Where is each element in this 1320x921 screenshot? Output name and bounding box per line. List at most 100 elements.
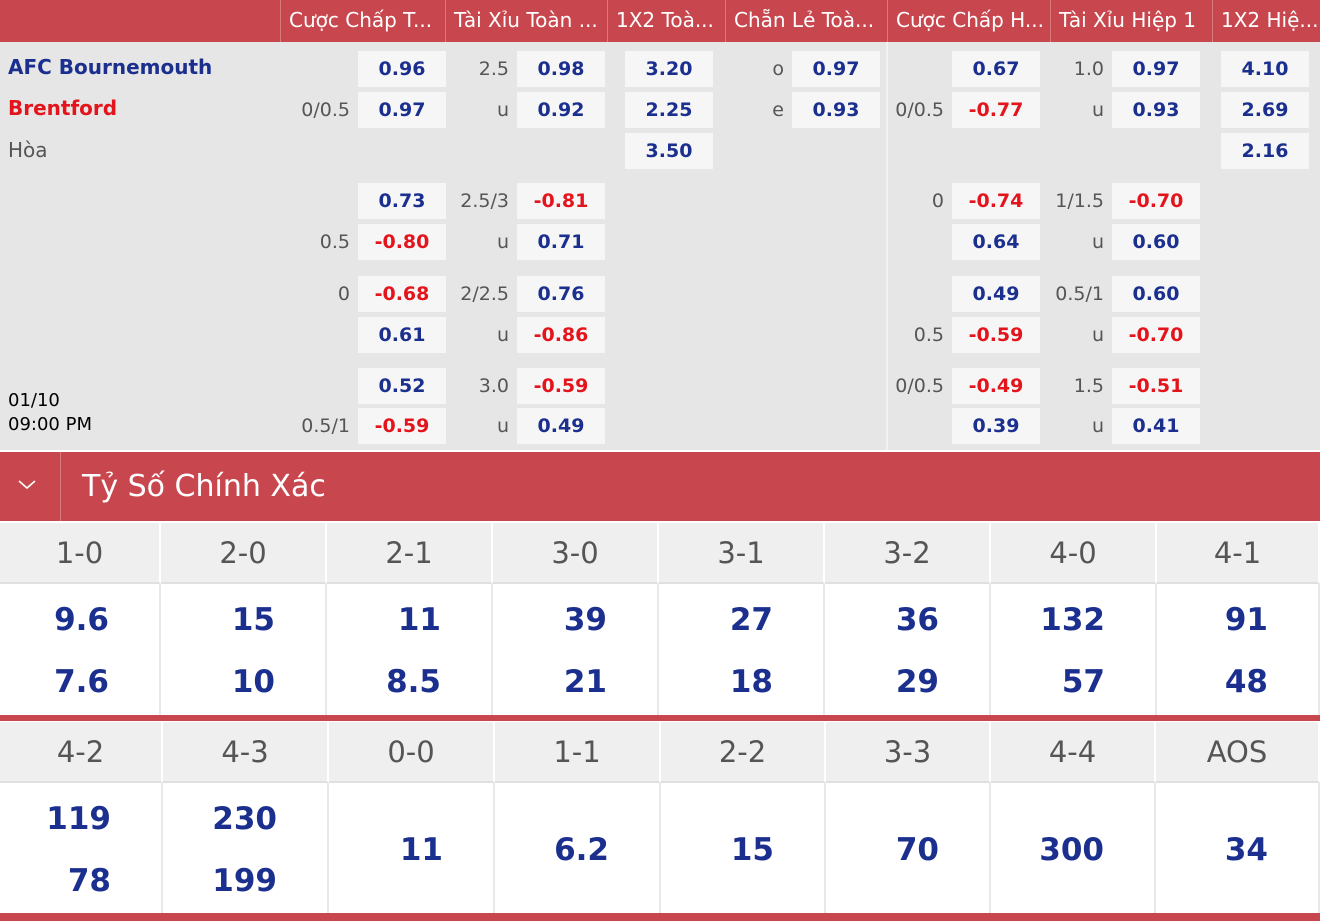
column-header[interactable]: Cược Chấp T... [280,0,445,42]
odds-cell[interactable]: 0.93 [1112,92,1200,128]
line-label: 0.5 [913,324,944,346]
score-odds[interactable]: 7.6 [54,664,109,700]
odds-cell[interactable]: 0.64 [952,224,1040,260]
score-label: 4-0 [991,523,1157,584]
score-odds[interactable]: 10 [231,664,275,700]
score-odds[interactable]: 9.6 [54,602,109,638]
chevron[interactable] [16,478,38,492]
odds-cell[interactable]: -0.80 [358,224,446,260]
score-odds[interactable]: 78 [67,863,111,899]
col-divider [823,584,825,715]
section-title: Tỷ Số Chính Xác [82,469,326,504]
score-odds[interactable]: 39 [563,602,607,638]
odds-cell[interactable]: 0.76 [517,276,605,312]
odds-cell[interactable]: -0.74 [952,183,1040,219]
odds-cell[interactable]: -0.68 [358,276,446,312]
col-divider [1154,783,1156,913]
column-header[interactable]: Tài Xỉu Hiệp 1 [1050,0,1212,42]
score-label: AOS [1156,722,1320,783]
score-label: 4-1 [1157,523,1320,584]
score-odds[interactable]: 300 [1039,832,1104,868]
score-odds[interactable]: 119 [46,801,111,837]
score-odds[interactable]: 11 [397,602,441,638]
score-odds[interactable]: 70 [895,832,939,868]
odds-cell[interactable]: -0.49 [952,368,1040,404]
odds-cell[interactable]: -0.77 [952,92,1040,128]
score-odds[interactable]: 21 [563,664,607,700]
odds-cell[interactable]: -0.70 [1112,317,1200,353]
odds-cell[interactable]: 0.52 [358,368,446,404]
score-odds[interactable]: 230 [212,801,277,837]
odds-cell[interactable]: 0.49 [517,408,605,444]
score-label: 2-0 [161,523,327,584]
odds-cell[interactable]: 0.92 [517,92,605,128]
score-odds[interactable]: 15 [231,602,275,638]
score-odds[interactable]: 91 [1224,602,1268,638]
column-header[interactable]: Tài Xỉu Toàn ... [445,0,607,42]
column-header[interactable]: Cược Chấp H... [887,0,1050,42]
odds-cell[interactable]: -0.59 [517,368,605,404]
score-label: 2-1 [327,523,493,584]
line-label: o [772,58,784,80]
divider [60,452,61,521]
score-odds[interactable]: 29 [895,664,939,700]
column-header[interactable]: 1X2 Toà... [607,0,725,42]
odds-cell[interactable]: 0.67 [952,51,1040,87]
odds-cell[interactable]: 3.50 [625,133,713,169]
column-header[interactable]: 1X2 Hiệ... [1212,0,1320,42]
odds-cell[interactable]: 2.69 [1221,92,1309,128]
odds-cell[interactable]: 0.49 [952,276,1040,312]
line-label: 1.0 [1073,58,1104,80]
score-odds[interactable]: 11 [399,832,443,868]
score-odds[interactable]: 18 [729,664,773,700]
line-label: u [1091,415,1104,437]
line-label: u [1091,324,1104,346]
col-divider [989,584,991,715]
odds-cell[interactable]: -0.81 [517,183,605,219]
score-odds[interactable]: 132 [1040,602,1105,638]
col-divider [161,783,163,913]
line-label: 0.5/1 [1055,283,1104,305]
odds-cell[interactable]: 0.73 [358,183,446,219]
odds-cell[interactable]: 0.39 [952,408,1040,444]
odds-cell[interactable]: 0.98 [517,51,605,87]
section-bar[interactable]: Tỷ Số Chính Xác [0,452,1320,521]
score-odds[interactable]: 199 [212,863,277,899]
score-odds[interactable]: 57 [1061,664,1105,700]
odds-cell[interactable]: -0.70 [1112,183,1200,219]
line-label: 0/0.5 [895,375,944,397]
match-date: 01/10 [8,390,60,411]
odds-cell[interactable]: 0.97 [1112,51,1200,87]
score-odds[interactable]: 36 [895,602,939,638]
odds-cell[interactable]: -0.51 [1112,368,1200,404]
odds-cell[interactable]: 2.25 [625,92,713,128]
odds-cell[interactable]: 0.41 [1112,408,1200,444]
score-odds[interactable]: 34 [1224,832,1268,868]
score-odds[interactable]: 48 [1224,664,1268,700]
odds-cell[interactable]: 0.60 [1112,224,1200,260]
odds-cell[interactable]: -0.59 [358,408,446,444]
score-odds[interactable]: 15 [730,832,774,868]
separator [0,715,1320,721]
odds-cell[interactable]: -0.86 [517,317,605,353]
odds-cell[interactable]: 0.60 [1112,276,1200,312]
odds-cell[interactable]: 4.10 [1221,51,1309,87]
col-divider [989,783,991,913]
draw-label: Hòa [8,138,48,162]
odds-cell[interactable]: 0.93 [792,92,880,128]
odds-cell[interactable]: 2.16 [1221,133,1309,169]
score-odds[interactable]: 27 [729,602,773,638]
odds-cell[interactable]: -0.59 [952,317,1040,353]
column-header[interactable]: Chẵn Lẻ Toà... [725,0,887,42]
odds-cell[interactable]: 0.96 [358,51,446,87]
score-label: 4-2 [0,722,163,783]
divider [886,42,888,450]
odds-cell[interactable]: 0.61 [358,317,446,353]
score-odds[interactable]: 6.2 [554,832,609,868]
score-odds[interactable]: 8.5 [386,664,441,700]
col-divider [657,584,659,715]
odds-cell[interactable]: 3.20 [625,51,713,87]
odds-cell[interactable]: 0.71 [517,224,605,260]
odds-cell[interactable]: 0.97 [792,51,880,87]
odds-cell[interactable]: 0.97 [358,92,446,128]
